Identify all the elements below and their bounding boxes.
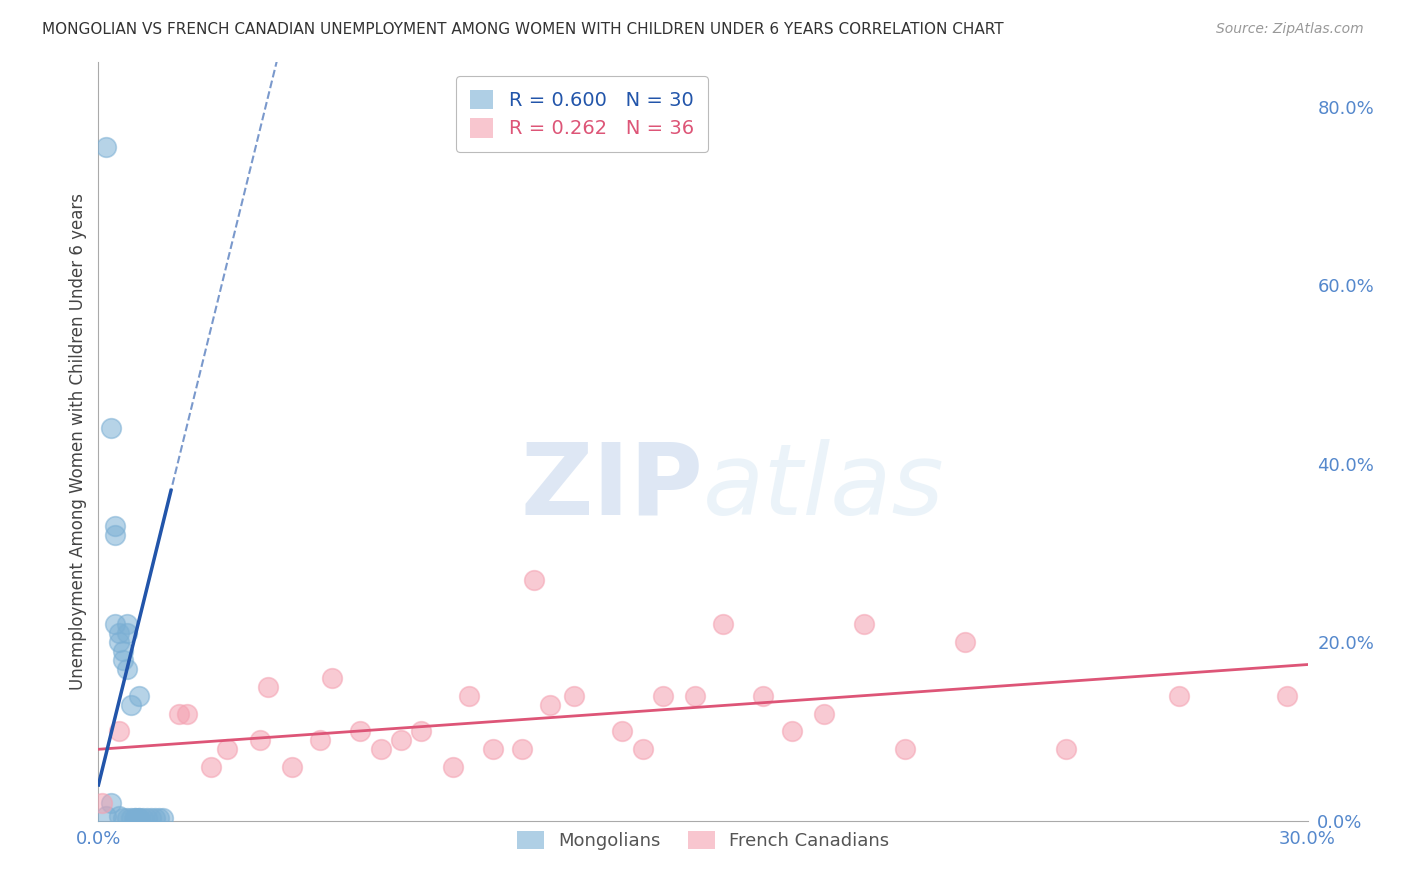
Point	[132, 811, 155, 825]
Point	[217, 742, 239, 756]
Point	[538, 698, 561, 712]
Point	[200, 760, 222, 774]
Point	[115, 617, 138, 632]
Point	[124, 811, 146, 825]
Point	[128, 811, 150, 825]
Point	[256, 680, 278, 694]
Point	[321, 671, 343, 685]
Point	[711, 617, 734, 632]
Point	[683, 689, 706, 703]
Point	[389, 733, 412, 747]
Point	[167, 706, 190, 721]
Point	[953, 635, 976, 649]
Point	[1167, 689, 1189, 703]
Point	[128, 689, 150, 703]
Point	[281, 760, 304, 774]
Text: MONGOLIAN VS FRENCH CANADIAN UNEMPLOYMENT AMONG WOMEN WITH CHILDREN UNDER 6 YEAR: MONGOLIAN VS FRENCH CANADIAN UNEMPLOYMEN…	[42, 22, 1004, 37]
Text: ZIP: ZIP	[520, 439, 703, 535]
Text: atlas: atlas	[703, 439, 945, 535]
Point	[510, 742, 533, 756]
Point	[893, 742, 915, 756]
Point	[651, 689, 673, 703]
Point	[562, 689, 585, 703]
Point	[309, 733, 332, 747]
Point	[115, 811, 138, 825]
Text: Source: ZipAtlas.com: Source: ZipAtlas.com	[1216, 22, 1364, 37]
Point	[1277, 689, 1299, 703]
Point	[152, 811, 174, 825]
Point	[103, 617, 125, 632]
Point	[249, 733, 271, 747]
Point	[458, 689, 481, 703]
Point	[813, 706, 835, 721]
Point	[780, 724, 803, 739]
Point	[128, 811, 150, 825]
Point	[111, 644, 134, 658]
Point	[752, 689, 775, 703]
Point	[370, 742, 392, 756]
Point	[143, 811, 166, 825]
Point	[148, 811, 170, 825]
Point	[631, 742, 654, 756]
Point	[103, 519, 125, 533]
Point	[107, 626, 129, 640]
Point	[176, 706, 198, 721]
Point	[139, 811, 162, 825]
Point	[100, 421, 122, 435]
Point	[120, 811, 142, 825]
Point	[115, 626, 138, 640]
Point	[135, 811, 157, 825]
Point	[120, 698, 142, 712]
Point	[1054, 742, 1077, 756]
Point	[91, 796, 114, 810]
Y-axis label: Unemployment Among Women with Children Under 6 years: Unemployment Among Women with Children U…	[69, 193, 87, 690]
Point	[96, 140, 118, 154]
Point	[96, 809, 118, 823]
Point	[111, 653, 134, 667]
Point	[124, 811, 146, 825]
Point	[111, 811, 134, 825]
Point	[441, 760, 464, 774]
Point	[103, 528, 125, 542]
Point	[409, 724, 432, 739]
Point	[115, 662, 138, 676]
Point	[523, 573, 546, 587]
Point	[107, 809, 129, 823]
Point	[482, 742, 505, 756]
Legend: Mongolians, French Canadians: Mongolians, French Canadians	[502, 816, 904, 864]
Point	[107, 724, 129, 739]
Point	[107, 635, 129, 649]
Point	[100, 796, 122, 810]
Point	[853, 617, 876, 632]
Point	[612, 724, 634, 739]
Point	[349, 724, 371, 739]
